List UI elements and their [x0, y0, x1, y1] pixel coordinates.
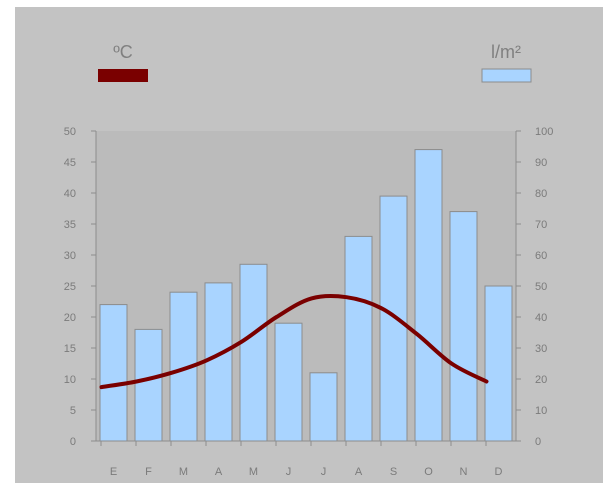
x-tick-label-5: J	[286, 466, 292, 478]
plot-area	[96, 131, 516, 441]
bar-7	[309, 372, 338, 442]
right-tick-label-7: 70	[535, 219, 547, 231]
right-tick-label-4: 40	[535, 312, 547, 324]
legend-right-label: l/m²	[491, 42, 521, 62]
bar-2	[134, 328, 163, 442]
left-tick-label-10: 50	[64, 126, 76, 138]
left-tick-label-3: 15	[64, 343, 76, 355]
bars-layer	[99, 149, 513, 442]
left-tick-label-5: 25	[64, 281, 76, 293]
bar-5	[239, 263, 268, 442]
legend: ºC l/m²	[98, 42, 532, 83]
legend-rain-swatch	[481, 68, 532, 83]
x-tick-label-6: J	[321, 466, 327, 478]
left-tick-label-0: 0	[70, 436, 76, 448]
bar-3	[169, 291, 198, 442]
x-tick-label-2: M	[179, 466, 188, 478]
left-tick-label-6: 30	[64, 250, 76, 262]
left-tick-label-7: 35	[64, 219, 76, 231]
right-tick-label-5: 50	[535, 281, 547, 293]
x-tick-label-11: D	[495, 466, 503, 478]
bar-4	[204, 282, 233, 442]
x-tick-label-3: A	[215, 466, 223, 478]
right-tick-label-0: 0	[535, 436, 541, 448]
line-layer	[99, 293, 489, 390]
bar-1	[99, 304, 128, 442]
left-tick-label-2: 10	[64, 374, 76, 386]
left-tick-label-4: 20	[64, 312, 76, 324]
right-tick-label-9: 90	[535, 157, 547, 169]
right-tick-label-10: 100	[535, 126, 553, 138]
x-tick-label-8: S	[390, 466, 397, 478]
right-tick-label-2: 20	[535, 374, 547, 386]
x-tick-label-0: E	[110, 466, 117, 478]
bar-10	[414, 149, 443, 442]
temperature-line	[99, 293, 489, 390]
left-tick-label-8: 40	[64, 188, 76, 200]
right-tick-label-3: 30	[535, 343, 547, 355]
x-tick-label-10: N	[460, 466, 468, 478]
x-tick-label-9: O	[424, 466, 433, 478]
right-tick-label-6: 60	[535, 250, 547, 262]
bar-11	[449, 211, 478, 442]
right-tick-label-1: 10	[535, 405, 547, 417]
bar-12	[484, 285, 513, 442]
axes-layer: 0 5 10 15 20 25 30 35 40 45 50 0 10 20 30 40 50 60 70 80 90 1…	[64, 126, 554, 478]
left-tick-label-9: 45	[64, 157, 76, 169]
x-tick-label-7: A	[355, 466, 363, 478]
right-tick-label-8: 80	[535, 188, 547, 200]
legend-left-label: ºC	[113, 42, 133, 62]
left-tick-label-1: 5	[70, 405, 76, 417]
bar-9	[379, 195, 408, 442]
bar-6	[274, 322, 303, 442]
x-tick-label-4: M	[249, 466, 258, 478]
x-tick-label-1: F	[145, 466, 152, 478]
legend-temperature-swatch	[98, 69, 148, 82]
bar-8	[344, 235, 373, 442]
